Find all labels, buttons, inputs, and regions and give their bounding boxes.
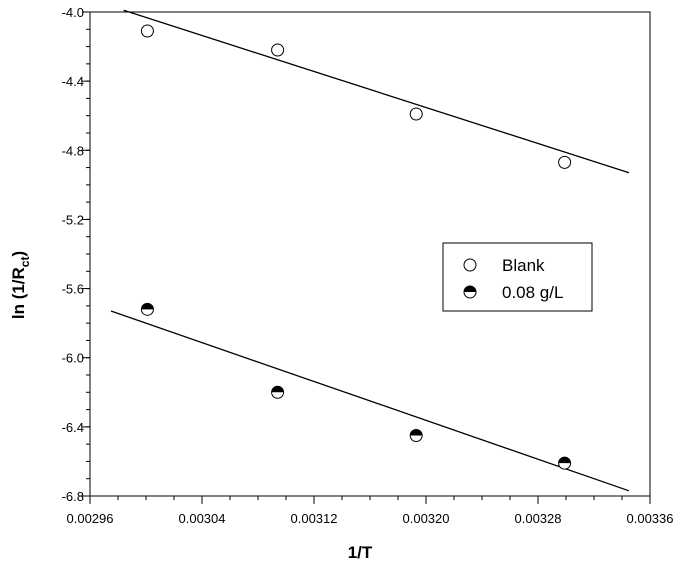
y-tick-label: -4.8 — [62, 143, 84, 158]
data-point-series-1 — [558, 155, 572, 169]
marker-fill-top — [558, 457, 571, 464]
marker-outline — [409, 107, 423, 121]
x-tick-label: 0.00328 — [515, 511, 562, 526]
x-axis-title: 1/T — [348, 543, 373, 562]
x-tick-label: 0.00336 — [627, 511, 674, 526]
y-tick-label: -5.6 — [62, 282, 84, 297]
axis-ticks — [82, 11, 651, 504]
legend-marker — [463, 285, 477, 299]
legend: Blank 0.08 g/L — [442, 242, 593, 312]
marker-fill-top — [141, 303, 154, 310]
axis-tick-labels: 0.00296 0.00304 0.00312 0.00320 0.00328 0.003… — [62, 5, 674, 526]
data-points — [140, 24, 572, 470]
marker-fill-top — [464, 286, 476, 292]
marker-fill-top — [410, 429, 423, 436]
legend-box — [442, 242, 593, 312]
data-point-series-2 — [271, 385, 285, 399]
data-point-series-2 — [558, 456, 572, 470]
y-tick-label: -6.0 — [62, 351, 84, 366]
y-tick-label: -6.4 — [62, 420, 84, 435]
fit-line-series-2 — [110, 310, 630, 492]
legend-marker — [463, 258, 477, 272]
x-tick-label: 0.00296 — [67, 511, 114, 526]
legend-label: Blank — [502, 256, 545, 275]
y-axis-title-close: ) — [9, 251, 28, 257]
legend-entries: Blank 0.08 g/L — [463, 256, 563, 302]
data-point-series-2 — [409, 429, 423, 442]
marker-outline — [271, 43, 285, 57]
fit-lines — [110, 9, 630, 492]
marker-outline — [558, 155, 572, 169]
legend-entry: Blank — [463, 256, 545, 275]
marker-fill-top — [271, 386, 284, 393]
legend-entry: 0.08 g/L — [463, 283, 563, 302]
y-axis-title-main: ln (1/R — [9, 267, 28, 319]
marker-outline — [463, 258, 477, 272]
x-tick-label: 0.00304 — [179, 511, 226, 526]
marker-outline — [140, 24, 154, 38]
y-axis-title-subscript: ct — [18, 257, 32, 268]
data-point-series-1 — [409, 107, 423, 121]
y-axis-title: ln (1/Rct) — [9, 251, 32, 319]
data-point-series-1 — [271, 43, 285, 57]
data-point-series-1 — [140, 24, 154, 38]
x-tick-label: 0.00312 — [291, 511, 338, 526]
legend-label: 0.08 g/L — [502, 283, 563, 302]
y-tick-label: -6.8 — [62, 489, 84, 504]
data-point-series-2 — [140, 302, 154, 316]
y-tick-label: -4.0 — [62, 5, 84, 20]
x-tick-label: 0.00320 — [403, 511, 450, 526]
y-tick-label: -4.4 — [62, 74, 84, 89]
y-tick-label: -5.2 — [62, 212, 84, 227]
fit-line-series-1 — [123, 9, 630, 174]
